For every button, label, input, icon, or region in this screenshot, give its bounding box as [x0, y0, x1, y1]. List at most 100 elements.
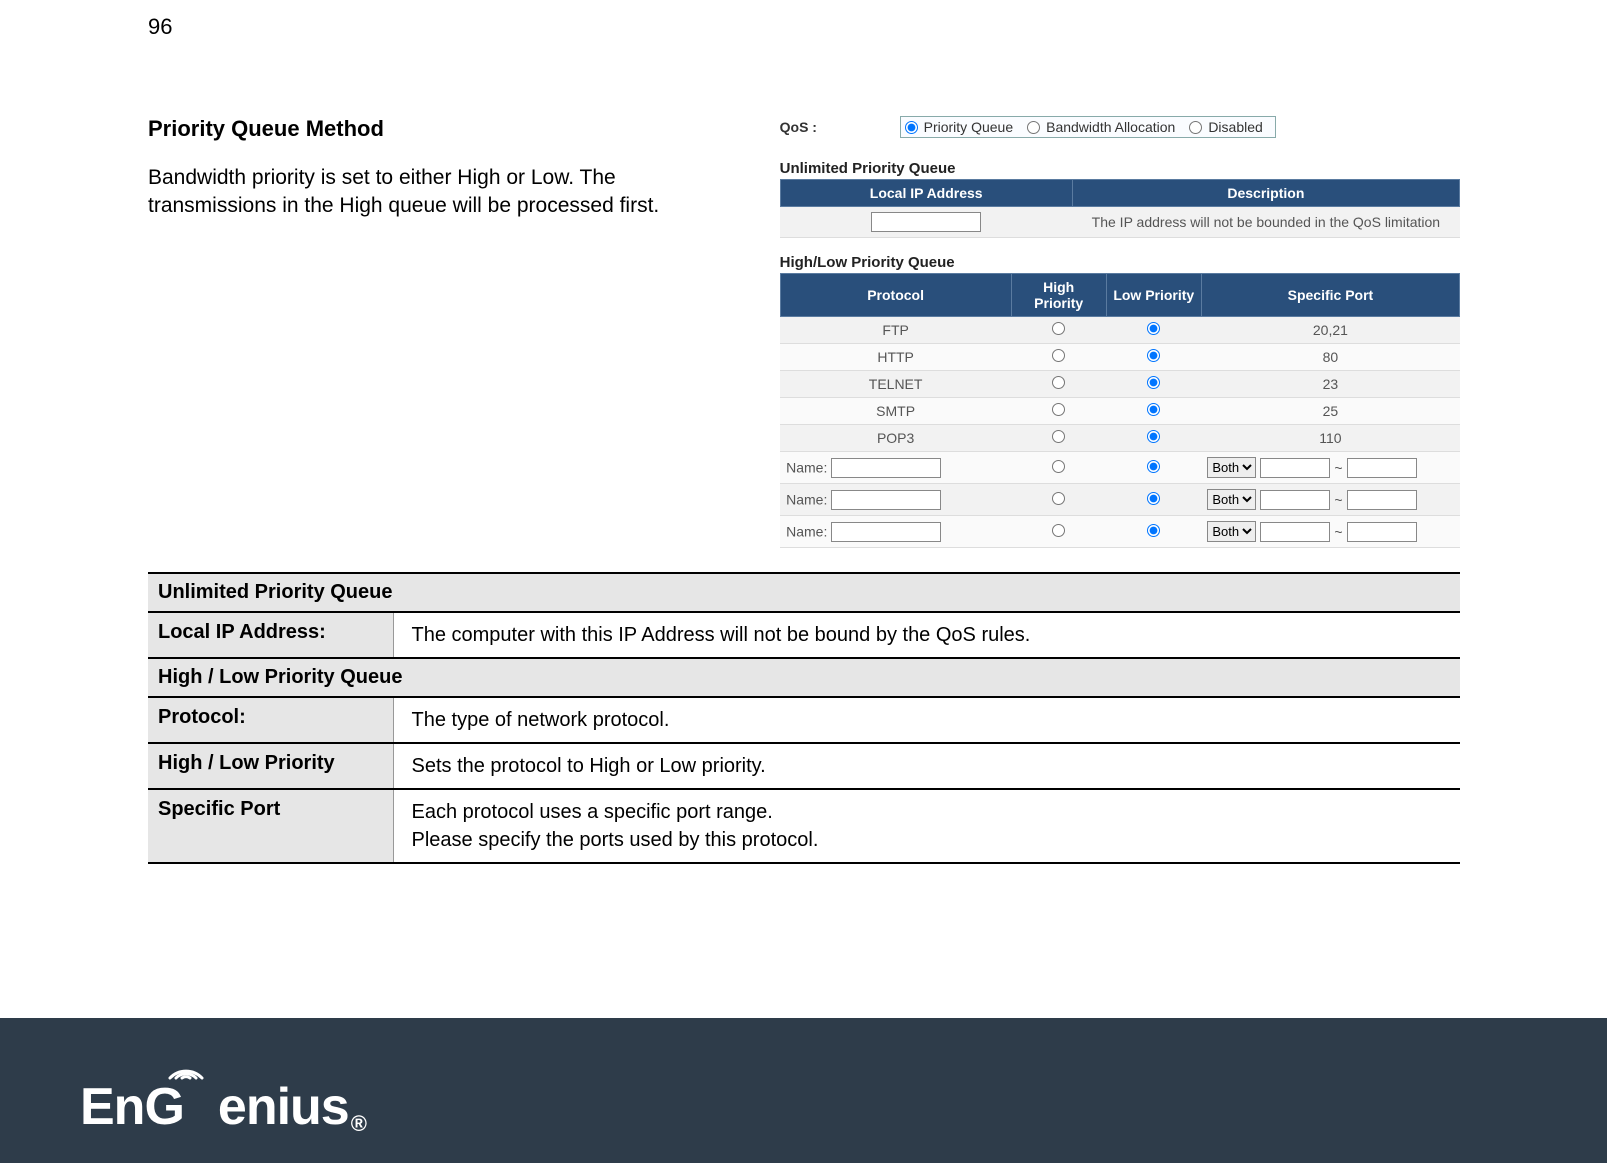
- qos-option-bandwidth: Bandwidth Allocation: [1046, 119, 1175, 135]
- col-protocol: Protocol: [780, 274, 1011, 317]
- custom-name-input[interactable]: [831, 458, 941, 478]
- custom-port-select[interactable]: Both: [1207, 489, 1256, 510]
- tilde: ~: [1334, 460, 1342, 476]
- low-radio[interactable]: [1147, 349, 1160, 362]
- brand-reg: ®: [351, 1111, 366, 1137]
- low-cell: [1106, 452, 1201, 484]
- brand-enius: enius: [218, 1077, 349, 1137]
- high-cell: [1011, 484, 1106, 516]
- brand-en: En: [80, 1077, 144, 1137]
- qos-options: Priority Queue Bandwidth Allocation Disa…: [900, 116, 1276, 138]
- protocol-cell: HTTP: [780, 344, 1011, 371]
- custom-name-input[interactable]: [831, 490, 941, 510]
- protocol-cell: SMTP: [780, 398, 1011, 425]
- custom-port-from[interactable]: [1260, 490, 1330, 510]
- unlimited-ip-cell: [780, 207, 1072, 238]
- port-cell: 20,21: [1201, 317, 1459, 344]
- qos-option-priority: Priority Queue: [924, 119, 1013, 135]
- col-port: Specific Port: [1201, 274, 1459, 317]
- protocol-cell: POP3: [780, 425, 1011, 452]
- high-cell: [1011, 344, 1106, 371]
- section-title: Priority Queue Method: [148, 116, 740, 142]
- desc-val: Sets the protocol to High or Low priorit…: [393, 743, 1460, 789]
- port-cell: 23: [1201, 371, 1459, 398]
- low-radio[interactable]: [1147, 376, 1160, 389]
- custom-port-from[interactable]: [1260, 522, 1330, 542]
- unlimited-header: Unlimited Priority Queue: [780, 160, 1460, 177]
- desc-key: Protocol:: [148, 697, 393, 743]
- custom-port-select[interactable]: Both: [1207, 457, 1256, 478]
- custom-name-cell: Name:: [780, 484, 1011, 516]
- low-radio[interactable]: [1147, 430, 1160, 443]
- queue-header: High/Low Priority Queue: [780, 254, 1460, 271]
- custom-name-cell: Name:: [780, 516, 1011, 548]
- protocol-cell: FTP: [780, 317, 1011, 344]
- queue-table: Protocol High Priority Low Priority Spec…: [780, 273, 1460, 548]
- low-cell: [1106, 425, 1201, 452]
- custom-port-cell: Both ~: [1201, 516, 1459, 548]
- low-radio[interactable]: [1147, 492, 1160, 505]
- port-cell: 25: [1201, 398, 1459, 425]
- tilde: ~: [1334, 524, 1342, 540]
- desc-key: Local IP Address:: [148, 612, 393, 658]
- qos-radio-bandwidth[interactable]: [1027, 121, 1040, 134]
- router-screenshot: QoS : Priority Queue Bandwidth Allocatio…: [780, 116, 1460, 548]
- custom-name-cell: Name:: [780, 452, 1011, 484]
- protocol-cell: TELNET: [780, 371, 1011, 398]
- high-cell: [1011, 371, 1106, 398]
- low-cell: [1106, 398, 1201, 425]
- desc-val: The computer with this IP Address will n…: [393, 612, 1460, 658]
- custom-port-to[interactable]: [1347, 490, 1417, 510]
- qos-radio-priority[interactable]: [905, 121, 918, 134]
- low-cell: [1106, 516, 1201, 548]
- high-radio[interactable]: [1052, 492, 1065, 505]
- low-radio[interactable]: [1147, 524, 1160, 537]
- high-radio[interactable]: [1052, 403, 1065, 416]
- high-radio[interactable]: [1052, 349, 1065, 362]
- low-cell: [1106, 371, 1201, 398]
- custom-name-input[interactable]: [831, 522, 941, 542]
- desc-val: Each protocol uses a specific port range…: [393, 789, 1460, 863]
- qos-label: QoS :: [780, 119, 900, 135]
- local-ip-input[interactable]: [871, 212, 981, 232]
- desc-key: High / Low Priority: [148, 743, 393, 789]
- qos-option-disabled: Disabled: [1208, 119, 1262, 135]
- custom-name-label: Name:: [786, 491, 827, 507]
- page-number: 96: [148, 14, 172, 40]
- desc-val: The type of network protocol.: [393, 697, 1460, 743]
- high-radio[interactable]: [1052, 322, 1065, 335]
- section-body: Bandwidth priority is set to either High…: [148, 164, 740, 221]
- low-radio[interactable]: [1147, 403, 1160, 416]
- col-high: High Priority: [1011, 274, 1106, 317]
- port-cell: 80: [1201, 344, 1459, 371]
- custom-port-cell: Both ~: [1201, 484, 1459, 516]
- low-radio[interactable]: [1147, 322, 1160, 335]
- low-cell: [1106, 344, 1201, 371]
- custom-port-to[interactable]: [1347, 458, 1417, 478]
- tilde: ~: [1334, 492, 1342, 508]
- high-radio[interactable]: [1052, 460, 1065, 473]
- custom-port-select[interactable]: Both: [1207, 521, 1256, 542]
- unlimited-desc-cell: The IP address will not be bounded in th…: [1072, 207, 1459, 238]
- desc-group1: Unlimited Priority Queue: [148, 573, 1460, 612]
- custom-name-label: Name:: [786, 523, 827, 539]
- col-low: Low Priority: [1106, 274, 1201, 317]
- qos-radio-disabled[interactable]: [1189, 121, 1202, 134]
- page-content: Priority Queue Method Bandwidth priority…: [148, 116, 1460, 864]
- high-cell: [1011, 516, 1106, 548]
- footer-bar: EnG enius®: [0, 1018, 1607, 1163]
- high-radio[interactable]: [1052, 430, 1065, 443]
- custom-name-label: Name:: [786, 459, 827, 475]
- unlimited-col-ip: Local IP Address: [780, 180, 1072, 207]
- custom-port-from[interactable]: [1260, 458, 1330, 478]
- custom-port-to[interactable]: [1347, 522, 1417, 542]
- high-radio[interactable]: [1052, 376, 1065, 389]
- high-radio[interactable]: [1052, 524, 1065, 537]
- custom-port-cell: Both ~: [1201, 452, 1459, 484]
- low-cell: [1106, 484, 1201, 516]
- low-radio[interactable]: [1147, 460, 1160, 473]
- high-cell: [1011, 452, 1106, 484]
- unlimited-table: Local IP Address Description The IP addr…: [780, 179, 1460, 238]
- port-cell: 110: [1201, 425, 1459, 452]
- desc-key: Specific Port: [148, 789, 393, 863]
